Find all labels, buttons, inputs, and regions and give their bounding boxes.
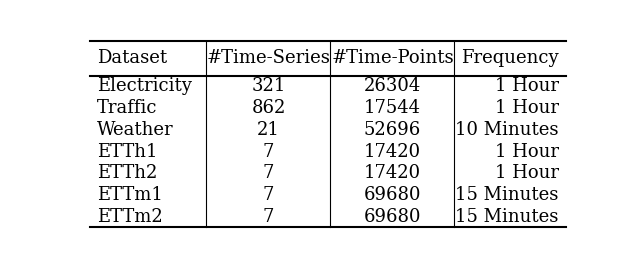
Text: #Time-Series: #Time-Series xyxy=(207,49,330,67)
Text: 21: 21 xyxy=(257,121,280,139)
Text: Dataset: Dataset xyxy=(97,49,168,67)
Text: 17420: 17420 xyxy=(364,143,421,161)
Text: 26304: 26304 xyxy=(364,77,421,95)
Text: ETTm1: ETTm1 xyxy=(97,186,163,204)
Text: 7: 7 xyxy=(263,207,274,226)
Text: 1 Hour: 1 Hour xyxy=(495,164,559,182)
Text: Frequency: Frequency xyxy=(461,49,559,67)
Text: 69680: 69680 xyxy=(364,186,421,204)
Text: 69680: 69680 xyxy=(364,207,421,226)
Text: 17544: 17544 xyxy=(364,99,421,117)
Text: 862: 862 xyxy=(252,99,285,117)
Text: 15 Minutes: 15 Minutes xyxy=(455,186,559,204)
Text: ETTh1: ETTh1 xyxy=(97,143,158,161)
Text: 1 Hour: 1 Hour xyxy=(495,99,559,117)
Text: #Time-Points: #Time-Points xyxy=(331,49,454,67)
Text: 15 Minutes: 15 Minutes xyxy=(455,207,559,226)
Text: Electricity: Electricity xyxy=(97,77,192,95)
Text: 10 Minutes: 10 Minutes xyxy=(455,121,559,139)
Text: Weather: Weather xyxy=(97,121,174,139)
Text: 52696: 52696 xyxy=(364,121,421,139)
Text: 1 Hour: 1 Hour xyxy=(495,77,559,95)
Text: 7: 7 xyxy=(263,186,274,204)
Text: 7: 7 xyxy=(263,143,274,161)
Text: ETTm2: ETTm2 xyxy=(97,207,163,226)
Text: 321: 321 xyxy=(252,77,285,95)
Text: ETTh2: ETTh2 xyxy=(97,164,157,182)
Text: 1 Hour: 1 Hour xyxy=(495,143,559,161)
Text: Traffic: Traffic xyxy=(97,99,158,117)
Text: 17420: 17420 xyxy=(364,164,421,182)
Text: 7: 7 xyxy=(263,164,274,182)
